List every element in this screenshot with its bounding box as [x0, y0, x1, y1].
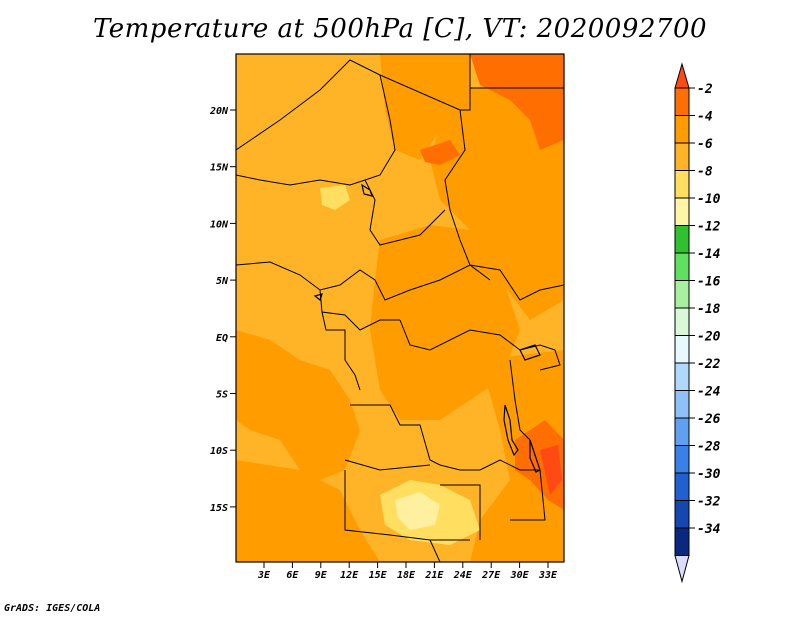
- colorbar-segment: [674, 115, 690, 144]
- lon-tick-label: 24E: [453, 570, 473, 581]
- colorbar-label: -8: [697, 165, 713, 180]
- temperature-field: [236, 54, 564, 562]
- colorbar-label: -24: [697, 385, 721, 400]
- colorbar-segment: [674, 445, 690, 474]
- chart-title: Temperature at 500hPa [C], VT: 202009270…: [92, 14, 708, 44]
- warm-region-southwest: [236, 460, 380, 562]
- warm-region-west: [236, 330, 360, 480]
- lon-tick-label: 6E: [286, 570, 299, 581]
- lon-tick-label: 33E: [538, 570, 558, 581]
- colorbar-label: -26: [697, 412, 721, 427]
- colorbar-segment: [674, 307, 690, 336]
- warm-region-north: [380, 54, 470, 160]
- longitude-axis: 3E 6E 9E 12E 15E 18E 21E 24E 27E 30E 33E: [257, 562, 558, 581]
- country-borders: [236, 54, 564, 562]
- colorbar-label: -18: [697, 302, 721, 317]
- color-legend: -2 -4 -6 -8 -10 -12 -14 -16 -18 -20 -22 -24 -26 -28 -3…: [674, 62, 721, 584]
- colorbar-segment: [674, 527, 690, 556]
- colorbar-label: -10: [697, 192, 721, 207]
- lakes: [313, 183, 541, 473]
- lon-tick-label: 18E: [397, 570, 416, 581]
- colorbar-bottom-arrow: [674, 555, 690, 584]
- colorbar-label: -14: [697, 247, 721, 262]
- lat-tick-label: 5S: [216, 390, 228, 401]
- colorbar-segment: [674, 335, 690, 364]
- colorbar-segment: [674, 417, 690, 446]
- colorbar-label: -6: [697, 137, 713, 152]
- lon-tick-label: 3E: [257, 570, 271, 581]
- cool-region-north: [320, 185, 350, 210]
- hot-region-lake: [420, 140, 460, 165]
- warm-region-central: [370, 225, 520, 420]
- lon-tick-label: 12E: [340, 570, 359, 581]
- lon-tick-label: 30E: [510, 570, 530, 581]
- colorbar-segment: [674, 87, 690, 116]
- colorbar-segment: [674, 500, 690, 529]
- grads-credit: GrADS: IGES/COLA: [4, 603, 101, 614]
- colorbar-segment: [674, 225, 690, 254]
- lon-tick-label: 15E: [369, 570, 388, 581]
- colorbar-segment: [674, 170, 690, 199]
- hot-region-coast: [540, 445, 562, 495]
- lat-tick-label: 20N: [209, 106, 229, 117]
- colorbar-segment: [674, 142, 690, 171]
- colorbar-segment: [674, 390, 690, 419]
- colorbar-label: -30: [697, 467, 721, 482]
- colorbar-label: -22: [697, 357, 721, 372]
- cool-region-center: [395, 492, 440, 530]
- colorbar-segment: [674, 362, 690, 391]
- latitude-axis: 20N 15N 10N 5N EQ 5S 10S 15S: [209, 106, 236, 514]
- lat-tick-label: 5N: [216, 276, 229, 287]
- colorbar-segment: [674, 280, 690, 309]
- lon-tick-label: 27E: [481, 570, 501, 581]
- colorbar-segment: [674, 197, 690, 226]
- lat-tick-label: 15N: [210, 163, 229, 174]
- colorbar-label: -4: [697, 110, 713, 125]
- colorbar-label: -16: [697, 275, 721, 290]
- map-frame: [235, 53, 565, 563]
- colorbar-label: -32: [697, 495, 721, 510]
- colorbar-segment: [674, 472, 690, 501]
- colorbar-top-arrow: [674, 62, 690, 89]
- colorbar-label: -2: [697, 82, 713, 97]
- lon-tick-label: 9E: [315, 570, 328, 581]
- lat-tick-label: 10S: [210, 446, 228, 457]
- colorbar-label: -12: [697, 220, 721, 235]
- colorbar-label: -28: [697, 440, 721, 455]
- lat-tick-label: EQ: [216, 333, 228, 344]
- colorbar-segment: [674, 252, 690, 281]
- lon-tick-label: 21E: [424, 570, 444, 581]
- hot-region-northeast: [470, 54, 564, 150]
- lat-tick-label: 10N: [210, 219, 229, 230]
- lat-tick-label: 15S: [210, 503, 228, 514]
- colorbar-label: -20: [697, 330, 721, 345]
- colorbar-label: -34: [697, 522, 721, 537]
